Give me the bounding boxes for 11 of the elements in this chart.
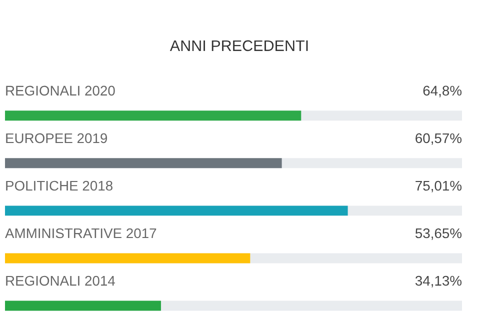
data-label: 64,8% bbox=[423, 86, 462, 98]
data-label: 75,01% bbox=[416, 180, 462, 192]
data-label: 60,57% bbox=[416, 133, 462, 145]
data-label: 34,13% bbox=[415, 276, 462, 288]
y-tick-label: POLITICHE 2018 bbox=[6, 180, 112, 191]
data-label: 53,65% bbox=[415, 228, 462, 240]
y-tick-label: REGIONALI 2014 bbox=[6, 276, 115, 286]
y-tick-label: EUROPEE 2019 bbox=[6, 133, 108, 144]
y-tick-label: AMMINISTRATIVE 2017 bbox=[5, 228, 156, 238]
chart-title: ANNI PRECEDENTI bbox=[170, 40, 308, 52]
y-tick-label: REGIONALI 2020 bbox=[6, 86, 115, 96]
